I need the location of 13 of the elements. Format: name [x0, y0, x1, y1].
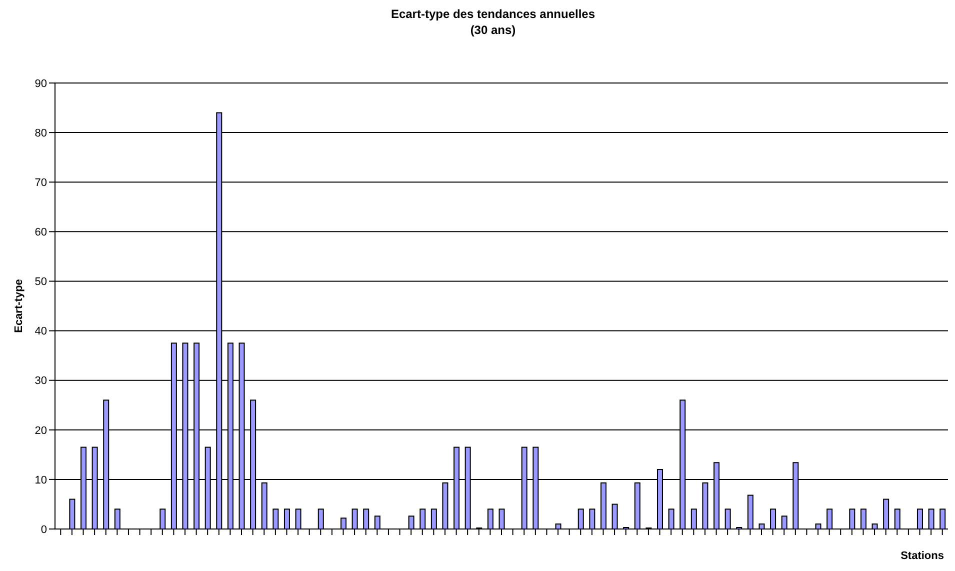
y-tick-label: 50	[34, 276, 47, 288]
y-tick-label: 0	[40, 524, 47, 536]
y-axis-title: Ecart-type	[12, 279, 25, 333]
y-tick-label: 20	[34, 424, 47, 437]
chart-title: Ecart-type des tendances annuelles (30 ans)	[390, 6, 596, 38]
y-tick-label: 40	[34, 326, 47, 338]
y-tick-label: 30	[34, 375, 47, 388]
y-tick-label: 60	[34, 226, 47, 239]
y-tick-label: 90	[34, 78, 47, 90]
y-tick-label: 10	[34, 474, 47, 486]
y-tick-label: 70	[34, 177, 47, 190]
x-axis-title: Stations	[900, 550, 944, 562]
y-tick-label: 80	[34, 127, 47, 140]
